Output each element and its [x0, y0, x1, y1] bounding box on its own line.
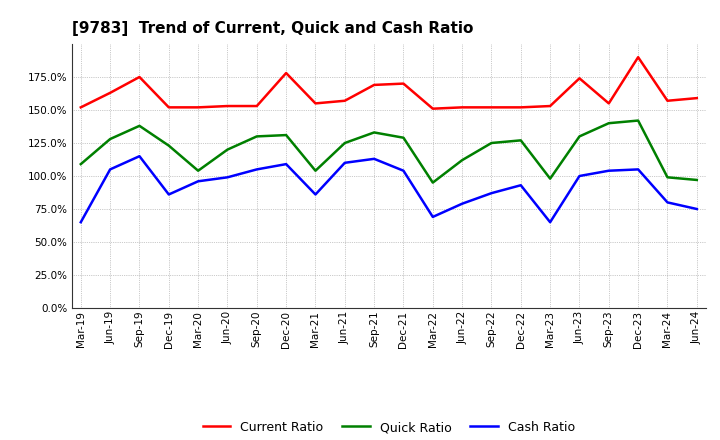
Current Ratio	[76, 105, 85, 110]
Quick Ratio	[605, 121, 613, 126]
Quick Ratio	[575, 134, 584, 139]
Current Ratio	[428, 106, 437, 111]
Current Ratio	[194, 105, 202, 110]
Cash Ratio	[634, 167, 642, 172]
Cash Ratio	[516, 183, 525, 188]
Cash Ratio	[575, 173, 584, 179]
Quick Ratio	[399, 135, 408, 140]
Quick Ratio	[487, 140, 496, 146]
Legend: Current Ratio, Quick Ratio, Cash Ratio: Current Ratio, Quick Ratio, Cash Ratio	[198, 416, 580, 439]
Current Ratio	[575, 76, 584, 81]
Cash Ratio	[693, 206, 701, 212]
Cash Ratio	[106, 167, 114, 172]
Current Ratio	[135, 74, 144, 80]
Cash Ratio	[428, 214, 437, 220]
Quick Ratio	[135, 123, 144, 128]
Cash Ratio	[282, 161, 290, 167]
Cash Ratio	[399, 168, 408, 173]
Cash Ratio	[164, 192, 173, 197]
Line: Cash Ratio: Cash Ratio	[81, 156, 697, 222]
Quick Ratio	[164, 143, 173, 148]
Current Ratio	[341, 98, 349, 103]
Current Ratio	[487, 105, 496, 110]
Quick Ratio	[76, 161, 85, 167]
Current Ratio	[516, 105, 525, 110]
Quick Ratio	[106, 136, 114, 142]
Current Ratio	[311, 101, 320, 106]
Cash Ratio	[458, 201, 467, 206]
Quick Ratio	[370, 130, 379, 135]
Current Ratio	[106, 90, 114, 95]
Current Ratio	[223, 103, 232, 109]
Cash Ratio	[253, 167, 261, 172]
Quick Ratio	[194, 168, 202, 173]
Current Ratio	[164, 105, 173, 110]
Cash Ratio	[311, 192, 320, 197]
Cash Ratio	[370, 156, 379, 161]
Quick Ratio	[516, 138, 525, 143]
Current Ratio	[605, 101, 613, 106]
Current Ratio	[458, 105, 467, 110]
Quick Ratio	[458, 158, 467, 163]
Cash Ratio	[663, 200, 672, 205]
Text: [9783]  Trend of Current, Quick and Cash Ratio: [9783] Trend of Current, Quick and Cash …	[72, 21, 473, 36]
Current Ratio	[634, 55, 642, 60]
Cash Ratio	[194, 179, 202, 184]
Current Ratio	[546, 103, 554, 109]
Quick Ratio	[546, 176, 554, 181]
Cash Ratio	[76, 220, 85, 225]
Quick Ratio	[428, 180, 437, 185]
Cash Ratio	[546, 220, 554, 225]
Quick Ratio	[341, 140, 349, 146]
Quick Ratio	[693, 177, 701, 183]
Cash Ratio	[605, 168, 613, 173]
Line: Quick Ratio: Quick Ratio	[81, 121, 697, 183]
Cash Ratio	[135, 154, 144, 159]
Current Ratio	[282, 70, 290, 76]
Current Ratio	[253, 103, 261, 109]
Cash Ratio	[223, 175, 232, 180]
Quick Ratio	[223, 147, 232, 152]
Quick Ratio	[663, 175, 672, 180]
Quick Ratio	[634, 118, 642, 123]
Quick Ratio	[253, 134, 261, 139]
Quick Ratio	[311, 168, 320, 173]
Current Ratio	[370, 82, 379, 88]
Cash Ratio	[487, 191, 496, 196]
Current Ratio	[399, 81, 408, 86]
Current Ratio	[663, 98, 672, 103]
Cash Ratio	[341, 160, 349, 165]
Quick Ratio	[282, 132, 290, 138]
Current Ratio	[693, 95, 701, 101]
Line: Current Ratio: Current Ratio	[81, 57, 697, 109]
